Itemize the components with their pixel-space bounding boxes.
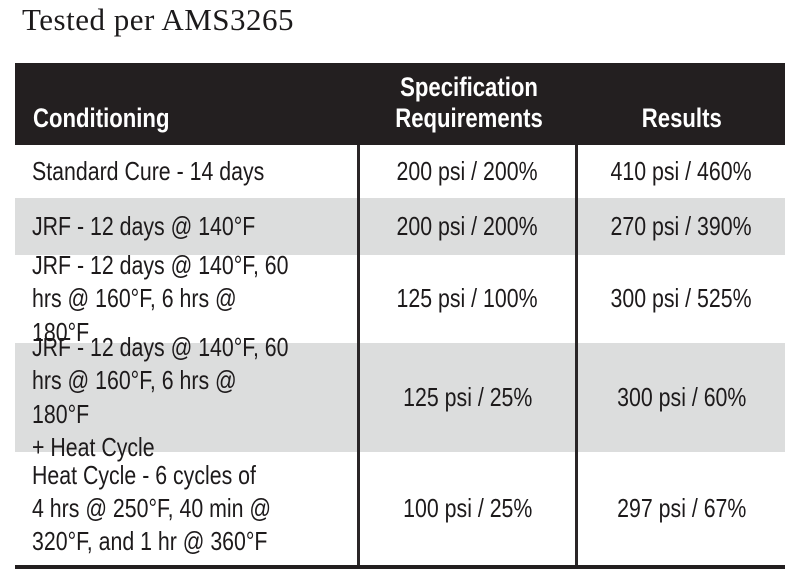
cell-text: JRF - 12 days @ 140°F bbox=[32, 210, 256, 241]
table-header-row: Conditioning Specification Requirements … bbox=[15, 63, 785, 145]
cell-text: JRF - 12 days @ 140°F, 60 hrs @ 160°F, 6… bbox=[32, 331, 289, 462]
table-row: Heat Cycle - 6 cycles of 4 hrs @ 250°F, … bbox=[15, 452, 785, 565]
header-cell-results: Results bbox=[578, 63, 785, 145]
cell-text: 410 psi / 460% bbox=[610, 155, 753, 186]
header-cell-conditioning: Conditioning bbox=[15, 63, 360, 145]
cell-text: 297 psi / 67% bbox=[616, 492, 747, 523]
cell-conditioning: JRF - 12 days @ 140°F bbox=[15, 198, 360, 255]
cell-result: 410 psi / 460% bbox=[578, 145, 785, 198]
cell-text: JRF - 12 days @ 140°F, 60 hrs @ 160°F, 6… bbox=[32, 250, 289, 347]
header-label-conditioning: Conditioning bbox=[33, 102, 170, 133]
cell-result: 300 psi / 525% bbox=[578, 255, 785, 343]
cell-text: 300 psi / 60% bbox=[616, 381, 747, 412]
cell-spec-requirement: 125 psi / 100% bbox=[360, 255, 578, 343]
cell-text: 100 psi / 25% bbox=[402, 492, 533, 523]
cell-conditioning: Standard Cure - 14 days bbox=[15, 145, 360, 198]
cell-conditioning: JRF - 12 days @ 140°F, 60 hrs @ 160°F, 6… bbox=[15, 250, 360, 347]
cell-result: 297 psi / 67% bbox=[578, 452, 785, 565]
header-label-results: Results bbox=[641, 102, 722, 133]
cell-spec-requirement: 200 psi / 200% bbox=[360, 198, 578, 255]
header-label-specification-requirements: Specification Requirements bbox=[395, 71, 543, 133]
cell-conditioning: Heat Cycle - 6 cycles of 4 hrs @ 250°F, … bbox=[15, 452, 360, 565]
cell-conditioning: JRF - 12 days @ 140°F, 60 hrs @ 160°F, 6… bbox=[15, 332, 360, 462]
cell-spec-requirement: 125 psi / 25% bbox=[360, 343, 578, 452]
cell-spec-requirement: 100 psi / 25% bbox=[360, 452, 578, 565]
table-row: Standard Cure - 14 days 200 psi / 200% 4… bbox=[15, 145, 785, 198]
table-row: JRF - 12 days @ 140°F, 60 hrs @ 160°F, 6… bbox=[15, 250, 785, 347]
table-row: JRF - 12 days @ 140°F, 60 hrs @ 160°F, 6… bbox=[15, 332, 785, 462]
cell-text: Heat Cycle - 6 cycles of 4 hrs @ 250°F, … bbox=[32, 459, 272, 557]
cell-text: 200 psi / 200% bbox=[396, 155, 539, 186]
cell-result: 300 psi / 60% bbox=[578, 343, 785, 452]
test-results-table: Conditioning Specification Requirements … bbox=[15, 63, 785, 569]
table-row: JRF - 12 days @ 140°F 200 psi / 200% 270… bbox=[15, 198, 785, 255]
cell-spec-requirement: 200 psi / 200% bbox=[360, 145, 578, 198]
cell-result: 270 psi / 390% bbox=[578, 198, 785, 255]
cell-text: 125 psi / 100% bbox=[396, 283, 539, 314]
cell-text: 270 psi / 390% bbox=[610, 210, 753, 241]
page-title: Tested per AMS3265 bbox=[22, 2, 295, 37]
cell-text: 125 psi / 25% bbox=[402, 381, 533, 412]
cell-text: Standard Cure - 14 days bbox=[32, 155, 265, 186]
header-cell-specification-requirements: Specification Requirements bbox=[360, 63, 578, 145]
cell-text: 300 psi / 525% bbox=[610, 283, 753, 314]
cell-text: 200 psi / 200% bbox=[396, 210, 539, 241]
